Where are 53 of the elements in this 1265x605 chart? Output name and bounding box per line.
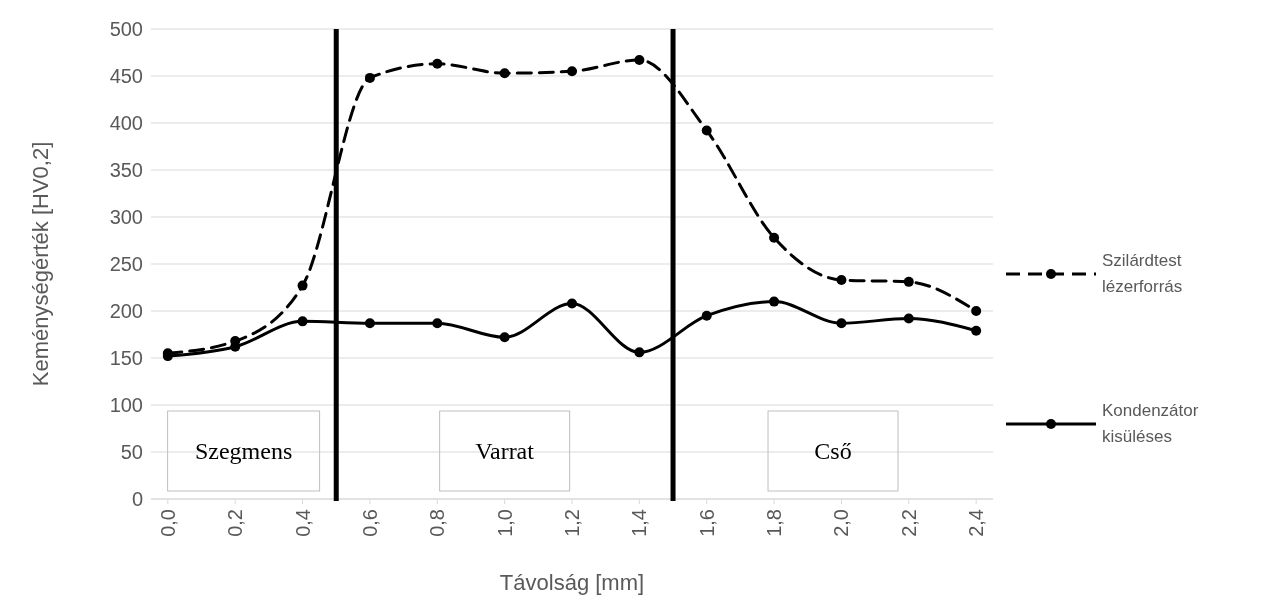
x-tick-label: 1,8 <box>763 509 786 537</box>
text: Kondenzátor kisüléses <box>1102 401 1199 446</box>
point <box>769 232 780 243</box>
y-tick-label: 250 <box>109 253 143 275</box>
point <box>903 313 914 324</box>
point <box>701 310 712 321</box>
x-tick-label: 2,0 <box>830 509 853 537</box>
point <box>836 318 847 329</box>
point <box>769 296 780 307</box>
x-tick-label: 1,4 <box>628 509 651 537</box>
y-tick-label: 150 <box>109 347 143 369</box>
point <box>836 274 847 285</box>
point <box>634 55 645 66</box>
x-tick-label: 0,8 <box>426 509 449 537</box>
point <box>903 276 914 287</box>
annotation: Varrat <box>475 438 535 465</box>
point <box>634 347 645 358</box>
x-tick-label: 0,2 <box>224 509 247 537</box>
x-tick-label: 1,2 <box>561 509 583 537</box>
x-tick-label: 0,0 <box>156 509 179 537</box>
x-tick-label: 2,2 <box>897 509 920 537</box>
y-tick-label: 200 <box>109 300 143 322</box>
x-tick-label: 1,6 <box>695 509 718 537</box>
point <box>364 72 375 83</box>
point <box>432 58 443 69</box>
point <box>499 68 510 79</box>
y-tick-label: 400 <box>109 112 143 134</box>
y-tick-label: 350 <box>109 159 143 181</box>
text: Szilárdtest lézerforrás <box>1102 251 1183 296</box>
x-axis-title: Távolság [mm] <box>499 570 645 595</box>
point <box>567 298 577 309</box>
y-tick-label: 0 <box>131 488 143 510</box>
x-tick-label: 1,0 <box>493 509 516 537</box>
y-tick-label: 300 <box>109 206 143 228</box>
point <box>971 325 982 336</box>
point <box>432 318 443 329</box>
y-axis-title: Keménységérték [HV0,2] <box>28 141 53 387</box>
y-tick-label: 500 <box>109 18 143 40</box>
point <box>364 318 375 329</box>
y-tick-label: 50 <box>120 441 143 463</box>
point <box>701 125 712 136</box>
annotation: Szegmens <box>194 438 293 465</box>
point <box>297 316 308 327</box>
point <box>971 306 982 316</box>
x-tick-label: 2,4 <box>965 509 988 537</box>
y-tick-label: 450 <box>109 65 143 87</box>
point <box>499 332 510 343</box>
x-tick-label: 0,6 <box>358 509 381 537</box>
x-tick-label: 0,4 <box>291 509 314 537</box>
point <box>567 66 577 77</box>
annotation: Cső <box>814 438 852 465</box>
point <box>297 280 308 291</box>
y-tick-label: 100 <box>109 394 143 416</box>
